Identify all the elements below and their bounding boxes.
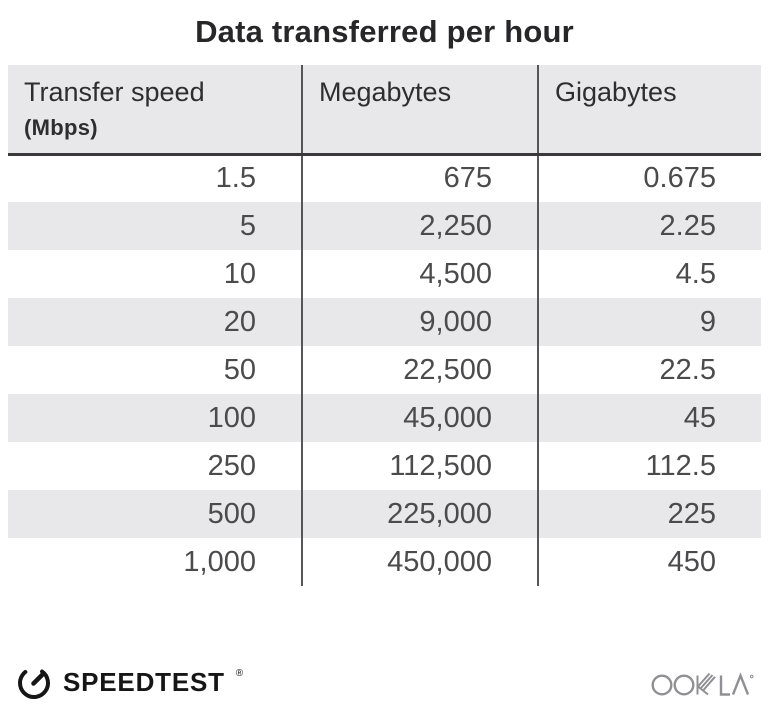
table-cell: 45 [537,394,761,442]
table-cell: 112,500 [301,442,538,490]
table-cell: 4,500 [301,250,538,298]
header-gigabytes-label: Gigabytes [555,77,677,107]
table-row: 1,000 450,000 450 [8,538,761,586]
table-cell: 5 [8,202,302,250]
table-row: 20 9,000 9 [8,298,761,346]
ookla-letter-o1 [651,674,673,696]
table-row: 500 225,000 225 [8,490,761,538]
table-cell: 9,000 [301,298,538,346]
table-cell: 450,000 [301,538,538,586]
table-row: 100 45,000 45 [8,394,761,442]
footer: SPEEDTEST ® [14,662,755,702]
ookla-letter-a [731,672,750,695]
table-row: 250 112,500 112.5 [8,442,761,490]
table-row: 1.5 675 0.675 [8,154,761,202]
table-cell: 50 [223,353,256,386]
table-cell: 450 [537,538,761,586]
table-row: 10 4,500 4.5 [8,250,761,298]
table-cell: 9 [537,298,761,346]
table-row: 50 22,500 22.5 [8,346,761,394]
data-table: Transfer speed (Mbps) Megabytes Gigabyte… [8,65,761,586]
header-transfer-speed: Transfer speed (Mbps) [8,65,302,156]
speedtest-logo: SPEEDTEST ® [14,662,243,702]
table-cell: 4.5 [537,250,761,298]
table-cell: 225 [537,490,761,538]
speedtest-wordmark: SPEEDTEST [63,666,225,697]
header-gigabytes: Gigabytes [537,65,761,156]
header-transfer-speed-unit: (Mbps) [24,115,98,140]
ookla-letter-l [719,675,730,696]
header-row: Transfer speed (Mbps) Megabytes Gigabyte… [8,65,761,156]
table-cell: 1.5 [215,162,256,195]
table-cell: 22.5 [537,346,761,394]
header-megabytes: Megabytes [301,65,538,156]
table-cell: 20 [8,298,302,346]
table-cell: 10 [223,257,256,290]
table-cell: 225,000 [301,490,538,538]
header-transfer-speed-label: Transfer speed [24,77,205,107]
ookla-letter-k [696,672,716,696]
table-row: 5 2,250 2.25 [8,202,761,250]
table-cell: 22,500 [301,346,538,394]
table-cell: 2,250 [301,202,538,250]
table-cell: 112.5 [537,442,761,490]
table-cell: 45,000 [301,394,538,442]
table-cell: 250 [207,449,256,482]
header-megabytes-label: Megabytes [319,77,452,107]
table-cell: 0.675 [537,154,761,202]
table-cell: 675 [301,154,538,202]
speedtest-gauge-icon [14,662,54,702]
table-cell: 500 [8,490,302,538]
page-title: Data transferred per hour [195,14,574,49]
table-cell: 2.25 [537,202,761,250]
ookla-trademark-icon [749,674,754,679]
ookla-letter-o2 [673,674,695,696]
table-cell: 100 [8,394,302,442]
ookla-logo [651,665,755,699]
table-cell: 1,000 [183,545,256,578]
registered-trademark-icon: ® [235,667,244,679]
